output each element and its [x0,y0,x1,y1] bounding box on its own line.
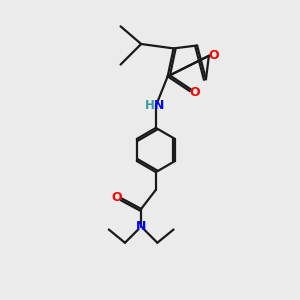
Text: O: O [112,190,122,204]
Text: H: H [145,99,154,112]
Text: O: O [208,49,219,62]
Text: O: O [190,86,200,99]
Text: N: N [136,220,146,233]
Text: N: N [154,99,165,112]
